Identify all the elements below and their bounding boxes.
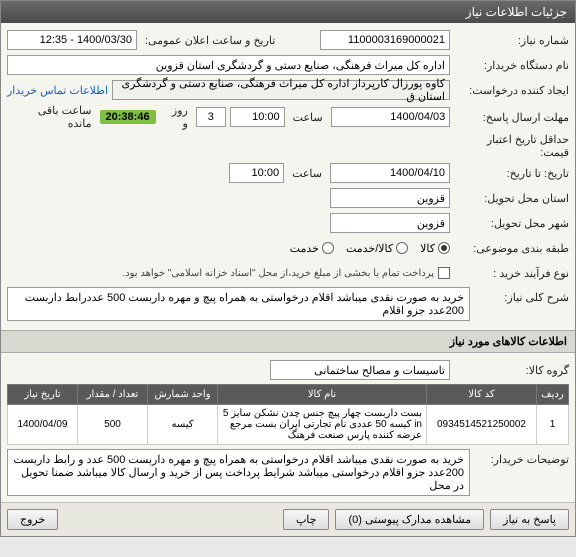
delivery-province-label: استان محل تحویل: [454, 192, 569, 205]
window-title: جزئیات اطلاعات نیاز [466, 5, 567, 19]
exit-button[interactable]: خروج [7, 509, 58, 530]
items-table: ردیف کد کالا نام کالا واحد شمارش تعداد /… [7, 384, 569, 445]
attachments-button[interactable]: مشاهده مدارک پیوستی (0) [335, 509, 484, 530]
group-field: تاسیسات و مصالح ساختمانی [270, 360, 450, 380]
days-remain-label: روز و [160, 104, 192, 130]
table-row[interactable]: 1 0934514521250002 بست داربست چهار پیچ ج… [8, 405, 569, 445]
category-radio-group: کالا کالا/خدمت خدمت [290, 242, 450, 255]
footer-buttons: پاسخ به نیاز مشاهده مدارک پیوستی (0) چاپ… [1, 502, 575, 536]
process-label: نوع فرآیند خرید : [454, 267, 569, 280]
countdown-badge: 20:38:46 [100, 110, 156, 124]
cell-row: 1 [537, 405, 569, 445]
th-code: کد کالا [427, 385, 537, 405]
niaz-number-label: شماره نیاز: [454, 34, 569, 47]
th-name: نام کالا [218, 385, 427, 405]
th-date: تاریخ نیاز [8, 385, 78, 405]
buyer-note-label: توضیحات خریدار: [474, 449, 569, 466]
items-section-header: اطلاعات کالاهای مورد نیاز [1, 330, 575, 353]
budget-label: طبقه بندی موضوعی: [454, 242, 569, 255]
public-datetime-field: 1400/03/30 - 12:35 [7, 30, 137, 50]
deadline-date-field: 1400/04/03 [331, 107, 451, 127]
cell-qty: 500 [78, 405, 148, 445]
radio-kala-khadamat[interactable] [396, 242, 408, 254]
remain-label: ساعت باقی مانده [7, 104, 96, 130]
min-valid-label: حداقل تاریخ اعتبار قیمت: [454, 133, 569, 159]
cell-code: 0934514521250002 [427, 405, 537, 445]
radio-kala-khadamat-item[interactable]: کالا/خدمت [346, 242, 408, 255]
process-checkbox[interactable] [438, 267, 450, 279]
cell-unit: کیسه [148, 405, 218, 445]
form-content: شماره نیاز: 1100003169000021 تاریخ و ساع… [1, 23, 575, 330]
creator-label: ایجاد کننده درخواست: [454, 84, 569, 97]
th-qty: تعداد / مقدار [78, 385, 148, 405]
reply-button[interactable]: پاسخ به نیاز [490, 509, 569, 530]
cell-date: 1400/04/09 [8, 405, 78, 445]
contact-link[interactable]: اطلاعات تماس خریدار [7, 84, 108, 97]
radio-kala-item[interactable]: کالا [420, 242, 450, 255]
valid-until-label: تاریخ: تا تاریخ: [454, 167, 569, 180]
desc-label: شرح کلی نیاز: [474, 287, 569, 304]
valid-date-field: 1400/04/10 [330, 163, 450, 183]
process-note: پرداخت تمام یا بخشی از مبلغ خرید،از محل … [122, 266, 434, 281]
buyer-name-field: اداره کل میراث فرهنگی، صنایع دستی و گردش… [7, 55, 450, 75]
radio-kala[interactable] [438, 242, 450, 254]
items-content: گروه کالا: تاسیسات و مصالح ساختمانی ردیف… [1, 353, 575, 502]
delivery-city-label: شهر محل تحویل: [454, 217, 569, 230]
radio-kala-label: کالا [420, 242, 435, 255]
buyer-note-text: خرید به صورت نقدی میباشد اقلام درخواستی … [7, 449, 470, 496]
radio-khadamat-item[interactable]: خدمت [290, 242, 334, 255]
th-unit: واحد شمارش [148, 385, 218, 405]
time-label-1: ساعت [289, 111, 327, 124]
delivery-city-field: قزوین [330, 213, 450, 233]
radio-kala-khadamat-label: کالا/خدمت [346, 242, 393, 255]
public-datetime-label: تاریخ و ساعت اعلان عمومی: [141, 34, 279, 47]
niaz-number-field: 1100003169000021 [320, 30, 450, 50]
deadline-time-field: 10:00 [230, 107, 285, 127]
time-label-2: ساعت [288, 167, 326, 180]
info-window: جزئیات اطلاعات نیاز شماره نیاز: 11000031… [0, 0, 576, 537]
desc-textarea[interactable]: خرید به صورت نقدی میباشد اقلام درخواستی … [7, 287, 470, 321]
delivery-province-field: قزوین [330, 188, 450, 208]
cell-name: بست داربست چهار پیچ جنس چدن نشکن سایز 5 … [218, 405, 427, 445]
group-label: گروه کالا: [454, 364, 569, 377]
deadline-label: مهلت ارسال پاسخ: [454, 111, 569, 124]
radio-khadamat-label: خدمت [290, 242, 319, 255]
window-titlebar: جزئیات اطلاعات نیاز [1, 1, 575, 23]
radio-khadamat[interactable] [322, 242, 334, 254]
print-button[interactable]: چاپ [283, 509, 330, 530]
days-remain-field: 3 [196, 107, 226, 127]
creator-field: کاوه پورزال کارپرداز اداره کل میراث فرهن… [112, 80, 450, 100]
valid-time-field: 10:00 [229, 163, 284, 183]
th-row: ردیف [537, 385, 569, 405]
buyer-name-label: نام دستگاه خریدار: [454, 59, 569, 72]
